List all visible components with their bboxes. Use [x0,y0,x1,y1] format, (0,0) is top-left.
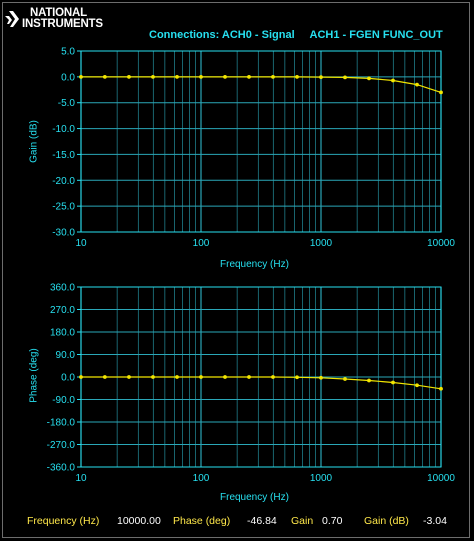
gain-point [79,74,83,79]
freq-readout-value: 10000.00 [117,515,161,527]
gain-xtick-label: 100 [193,238,210,249]
gain-ytick-label: 0.0 [61,72,75,83]
gain-point [127,74,131,79]
freq-readout-label: Frequency (Hz) [27,515,100,527]
phase-chart: 10 100 1000 10000 360.0 270.0 180.0 90.0 0.0 -90.… [47,283,456,485]
gain-point [343,75,347,80]
gain-ytick-label: -30.0 [52,228,75,239]
gain-plot-frame [80,50,442,233]
phase-readout-value: -46.84 [247,515,277,527]
phase-point [367,378,371,383]
phase-ytick-label: 360.0 [50,283,75,294]
phase-point [295,375,299,380]
phase-point [199,375,203,379]
phase-ytick-label: 0.0 [61,373,75,384]
phase-point [271,375,275,379]
gain-readout-label: Gain [291,515,314,527]
gain-xtick-label: 1000 [310,238,333,249]
gain-point [151,74,155,79]
gain-point [415,82,419,87]
phase-ytick-label: 270.0 [50,305,75,316]
gain-ytick-label: -10.0 [52,124,75,135]
gain-xtick-label: 10 [75,238,87,249]
logo-line1: NATIONAL [30,7,87,19]
phase-trace [81,376,442,390]
phase-point [343,377,347,381]
gain-ytick-label: -25.0 [52,202,75,213]
phase-readout-label: Phase (deg) [173,515,231,527]
gain-point [271,74,275,79]
gain-chart: 10 100 1000 10000 5.0 0.0 -5.0 -10.0 -15.0 -20.0 -… [52,47,455,250]
connections-label: Connections: ACH0 - Signal ACH1 - FGEN F… [149,29,443,41]
gain-xtick-label: 10000 [427,238,455,249]
phase-ytick-label: -360.0 [47,463,76,474]
gain-ytick-label: -20.0 [52,176,75,187]
phase-point [223,375,227,379]
phase-ytick-label: 90.0 [56,350,76,361]
logo-line2: INSTRUMENTS [22,18,103,30]
phase-ytick-label: 180.0 [50,328,75,339]
gain-point [199,74,203,79]
phase-xaxis-label: Frequency (Hz) [220,492,289,503]
phase-xtick-label: 10000 [427,473,455,484]
phase-point [151,375,155,379]
phase-xtick-label: 1000 [310,473,333,484]
gaindb-readout-value: -3.04 [423,515,447,527]
gain-point [247,74,251,79]
gain-point [175,74,179,79]
phase-point [175,375,179,379]
phase-xtick-label: 100 [193,473,210,484]
gain-point [102,74,107,79]
phase-point [391,380,395,385]
gain-point [439,90,443,95]
phase-point [79,375,83,379]
gain-ytick-label: -15.0 [52,150,75,161]
gain-ytick-label: 5.0 [61,47,75,58]
phase-ytick-label: -180.0 [47,418,76,429]
gain-point [223,74,227,79]
gain-point [295,74,299,79]
phase-point [102,375,107,379]
ni-logo: NATIONAL INSTRUMENTS [4,7,134,34]
gain-point [391,78,395,83]
phase-point [247,375,251,379]
phase-point [127,375,131,379]
phase-ytick-label: -90.0 [52,395,75,406]
gain-point [319,75,323,80]
logo-text: NATIONAL INSTRUMENTS [22,7,103,30]
phase-ytick-label: -270.0 [47,440,76,451]
gain-point [367,76,371,81]
phase-point [415,383,419,388]
gain-trace [81,76,442,93]
gain-ytick-label: -5.0 [58,98,76,109]
window-frame [2,2,470,538]
gain-readout-value: 0.70 [322,515,343,527]
phase-point [319,375,323,380]
gain-xaxis-label: Frequency (Hz) [220,259,289,270]
phase-xtick-label: 10 [75,473,87,484]
ni-eagle-icon [5,11,19,27]
phase-point [439,386,443,391]
gaindb-readout-label: Gain (dB) [364,515,409,527]
